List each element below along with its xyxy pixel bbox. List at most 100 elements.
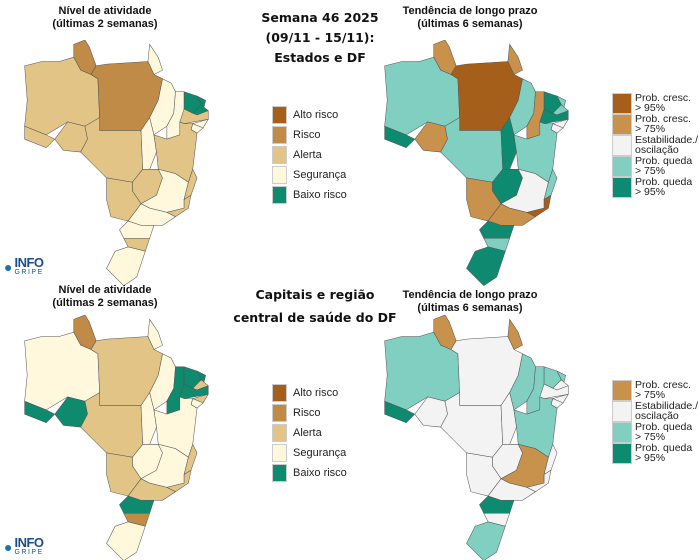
legend-label: Estabilidade./oscilação [635, 400, 699, 422]
legend-label: Prob. queda > 75% [635, 421, 693, 443]
title-line: (últimas 6 semanas) [417, 18, 523, 30]
state-pe [179, 108, 209, 124]
title-line: (09/11 - 15/11): [265, 30, 375, 45]
map-states-trend [384, 40, 569, 287]
legend-item-estab: Estabilidade./oscilação [612, 401, 698, 422]
legend-swatch [272, 126, 287, 144]
state-rs [106, 521, 146, 560]
logo-sub: GRIPE [14, 269, 44, 276]
title-line: (últimas 2 semanas) [52, 297, 158, 309]
legend-item-seguranca: Segurança [272, 165, 347, 185]
state-pe [539, 108, 569, 124]
legend-swatch [272, 146, 287, 164]
legend-label: Baixo risco [293, 189, 347, 201]
state-ac [24, 125, 56, 149]
legend-swatch [612, 443, 632, 464]
state-ap [147, 318, 163, 350]
legend-swatch [612, 156, 632, 177]
legend-item-estab: Estabilidade./oscilação [612, 135, 698, 156]
state-rs [466, 246, 506, 287]
activity-legend-bottom: Alto risco Risco Alerta Segurança Baixo risc… [272, 383, 347, 483]
title-line: Capitais e região [255, 287, 375, 302]
center-title-top: Semana 46 2025 (09/11 - 15/11): Estados … [240, 8, 400, 68]
title-line: Nível de atividade [58, 284, 152, 296]
legend-swatch [272, 186, 287, 204]
location-pin-icon: ● [4, 258, 13, 275]
state-es [543, 168, 558, 201]
center-title-bottom: Capitais e região central de saúde do DF [225, 283, 405, 329]
legend-swatch [272, 464, 287, 482]
legend-swatch [272, 106, 287, 124]
legend-label: Prob. cresc. > 75% [635, 379, 692, 401]
trend-title-bottom: Tendência de longo prazo (últimas 6 sema… [380, 289, 560, 315]
title-line: Tendência de longo prazo [402, 289, 538, 301]
trend-legend-bottom: Prob. cresc. > 75% Estabilidade./oscilação… [612, 380, 698, 464]
state-es [183, 443, 198, 476]
trend-legend-top: Prob. cresc. > 95% Prob. cresc. > 75% Estabi… [612, 93, 698, 198]
legend-item-queda75: Prob. queda > 75% [612, 156, 698, 177]
legend-item-alto: Alto risco [272, 383, 347, 403]
legend-label: Risco [293, 407, 321, 419]
legend-item-risco: Risco [272, 125, 347, 145]
legend-item-alerta: Alerta [272, 423, 347, 443]
state-rs [466, 521, 506, 560]
legend-label: Alerta [293, 427, 322, 439]
legend-item-queda95: Prob. queda > 95% [612, 177, 698, 198]
legend-label: Baixo risco [293, 467, 347, 479]
state-ba [513, 396, 558, 458]
legend-item-baixo: Baixo risco [272, 185, 347, 205]
legend-item-queda95: Prob. queda > 95% [612, 443, 698, 464]
title-line: (últimas 2 semanas) [52, 18, 158, 30]
legend-swatch [612, 93, 632, 114]
state-es [543, 443, 558, 476]
legend-swatch [612, 401, 632, 422]
state-ap [147, 43, 163, 75]
legend-label: Prob. queda > 75% [635, 155, 693, 177]
legend-swatch [272, 424, 287, 442]
map-states-activity [24, 40, 209, 287]
legend-swatch [612, 177, 632, 198]
legend-item-seguranca: Segurança [272, 443, 347, 463]
logo-text: INFO [14, 535, 44, 550]
legend-swatch [272, 444, 287, 462]
map-capitals-trend [384, 315, 569, 560]
map-capitals-activity [24, 315, 209, 560]
state-rs [106, 246, 146, 287]
state-ac [384, 400, 416, 424]
legend-item-cresc95: Prob. cresc. > 95% [612, 93, 698, 114]
legend-swatch [272, 384, 287, 402]
legend-item-risco: Risco [272, 403, 347, 423]
title-line: Nível de atividade [58, 5, 152, 17]
legend-label: Segurança [293, 447, 347, 459]
logo-sub: GRIPE [14, 549, 44, 556]
legend-item-queda75: Prob. queda > 75% [612, 422, 698, 443]
state-pe [179, 383, 209, 399]
legend-label: Prob. queda > 95% [635, 442, 693, 464]
legend-swatch [612, 114, 632, 135]
legend-label: Alto risco [293, 387, 339, 399]
legend-label: Prob. queda > 95% [635, 176, 693, 198]
logo-text: INFO [14, 255, 44, 270]
state-es [183, 168, 198, 201]
legend-swatch [272, 166, 287, 184]
legend-item-cresc75: Prob. cresc. > 75% [612, 380, 698, 401]
legend-label: Risco [293, 129, 321, 141]
state-ac [384, 125, 416, 149]
legend-item-baixo: Baixo risco [272, 463, 347, 483]
state-ap [507, 43, 523, 75]
legend-label: Prob. cresc. > 95% [635, 92, 692, 114]
legend-swatch [272, 404, 287, 422]
state-pe [539, 383, 569, 399]
legend-swatch [612, 380, 632, 401]
legend-label: Estabilidade./oscilação [635, 134, 699, 156]
legend-label: Segurança [293, 169, 347, 181]
title-line: (últimas 6 semanas) [417, 302, 523, 314]
state-ap [507, 318, 523, 350]
legend-label: Alerta [293, 149, 322, 161]
location-pin-icon: ● [4, 538, 13, 555]
infogripe-logo: ● INFO GRIPE [4, 535, 44, 556]
title-line: Estados e DF [274, 50, 366, 65]
legend-item-alerta: Alerta [272, 145, 347, 165]
activity-title-bottom: Nível de atividade (últimas 2 semanas) [20, 284, 190, 310]
title-line: central de saúde do DF [233, 310, 397, 325]
